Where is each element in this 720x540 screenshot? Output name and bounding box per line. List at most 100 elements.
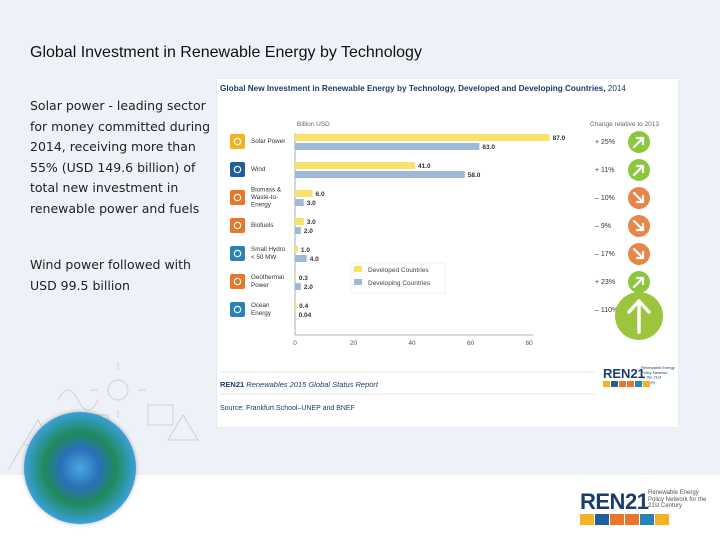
bar-developing	[295, 171, 465, 178]
globe-eye-image	[24, 412, 136, 524]
x-tick-label: 80	[525, 340, 533, 347]
bar-value-label: 3.0	[307, 200, 316, 207]
bar-value-label: 0.04	[299, 312, 312, 319]
technology-icon-glyph	[233, 277, 242, 286]
category-label: Waste-to-	[251, 194, 278, 201]
technology-icon-glyph	[233, 193, 242, 202]
bar-value-label: 58.0	[468, 172, 481, 179]
category-label: Geothermal	[251, 274, 284, 281]
chart-logo-tagline: Policy Network	[641, 370, 667, 375]
bar-value-label: 0.3	[299, 275, 308, 282]
logo-tagline: Renewable Energy Policy Network for the …	[648, 490, 707, 509]
change-label: + 25%	[595, 139, 615, 146]
source-report-line: REN21 Renewables 2015 Global Status Repo…	[220, 380, 379, 389]
text-column: Solar power - leading sector for money c…	[30, 96, 212, 332]
x-tick-label: 0	[293, 340, 297, 347]
paragraph-wind: Wind power followed with USD 99.5 billio…	[30, 257, 191, 293]
category-label: Biomass &	[251, 186, 282, 193]
x-tick-label: 40	[408, 340, 416, 347]
chart-logo-icon	[635, 381, 642, 387]
chart-title-text: Global New Investment in Renewable Energ…	[220, 84, 608, 93]
bar-value-label: 2.0	[304, 228, 313, 235]
power-icon	[655, 514, 669, 525]
chart-ren21-logo: REN21	[603, 366, 645, 381]
chart-logo-icon	[603, 381, 610, 387]
technology-icon-glyph	[233, 221, 242, 230]
change-arrow-icon	[627, 299, 651, 334]
change-arrow-icon	[632, 276, 645, 289]
technology-icon	[230, 162, 245, 177]
logo-ren: REN	[580, 489, 625, 514]
bar-value-label: 41.0	[418, 163, 431, 170]
bar-developed	[295, 302, 297, 309]
change-label: – 10%	[595, 195, 615, 202]
paragraph-solar: Solar power - leading sector for money c…	[30, 98, 211, 216]
investment-chart: Global New Investment in Renewable Energ…	[220, 84, 675, 412]
change-label: – 110%	[595, 307, 618, 314]
wind-icon	[595, 514, 609, 525]
bar-developed	[295, 274, 296, 281]
technology-icon	[230, 302, 245, 317]
ren21-logo: REN21 Renewable Energy Policy Network fo…	[580, 489, 706, 525]
bar-value-label: 3.0	[307, 219, 316, 226]
chart-logo-tagline: Renewable Energy	[641, 365, 675, 370]
category-label: Biofuels	[251, 222, 273, 229]
chart-title-year: 2014	[608, 84, 627, 93]
source-brand: REN21	[220, 380, 246, 389]
bar-value-label: 1.0	[301, 247, 310, 254]
change-arrow-icon	[632, 219, 645, 232]
x-tick-label: 60	[467, 340, 475, 347]
category-label: Energy	[251, 202, 272, 209]
legend-label: Developing Countries	[368, 280, 431, 287]
logo-21: 21	[624, 489, 649, 514]
category-label: < 50 MW	[251, 254, 276, 261]
bar-value-label: 87.0	[553, 135, 566, 142]
change-arrow-icon	[632, 191, 645, 204]
chart-logo-icon	[619, 381, 626, 387]
bar-developed	[295, 134, 550, 141]
legend-swatch	[354, 266, 362, 272]
change-arrow-icon	[632, 164, 645, 177]
biomass-icon	[610, 514, 624, 525]
geothermal-icon	[625, 514, 639, 525]
chart-logo-icon	[643, 381, 650, 387]
category-label: Energy	[251, 310, 272, 317]
bar-developing	[295, 311, 296, 318]
change-label: – 9%	[595, 223, 611, 230]
logo-icon-strip	[580, 514, 669, 525]
change-arrow-icon	[632, 247, 645, 260]
change-label: – 17%	[595, 251, 615, 258]
technology-icon-glyph	[233, 305, 242, 314]
bar-value-label: 0.4	[299, 303, 308, 310]
technology-icon	[230, 190, 245, 205]
chart-logo-icon	[611, 381, 618, 387]
chart-panel: Global New Investment in Renewable Energ…	[217, 79, 678, 427]
chart-logo-icon	[627, 381, 634, 387]
bar-developed	[295, 246, 298, 253]
technology-icon-glyph	[233, 137, 242, 146]
category-label: Wind	[251, 166, 266, 173]
legend-label: Developed Countries	[368, 267, 429, 274]
bar-value-label: 4.0	[310, 256, 319, 263]
bar-value-label: 2.0	[304, 284, 313, 291]
bar-value-label: 6.0	[316, 191, 325, 198]
category-label: Solar Power	[251, 138, 285, 145]
source-line: Source: Frankfurt School–UNEP and BNEF	[220, 405, 355, 412]
category-label: Ocean	[251, 302, 270, 309]
unit-label: Billion USD	[297, 121, 330, 128]
source-report: Renewables 2015 Global Status Report	[246, 380, 379, 389]
bar-developing	[295, 227, 301, 234]
sun-icon	[580, 514, 594, 525]
logo-wordmark: REN21	[580, 489, 649, 515]
category-label: Power	[251, 282, 269, 289]
technology-icon	[230, 246, 245, 261]
bar-developing	[295, 255, 307, 262]
chart-logo-tagline: for the 21st	[641, 375, 662, 380]
chart-title: Global New Investment in Renewable Energ…	[220, 84, 626, 93]
technology-icon-glyph	[233, 165, 242, 174]
legend-box	[350, 262, 446, 294]
bar-developing	[295, 283, 301, 290]
slide-title: Global Investment in Renewable Energy by…	[30, 44, 422, 61]
technology-icon	[230, 218, 245, 233]
bar-value-label: 63.0	[482, 144, 495, 151]
